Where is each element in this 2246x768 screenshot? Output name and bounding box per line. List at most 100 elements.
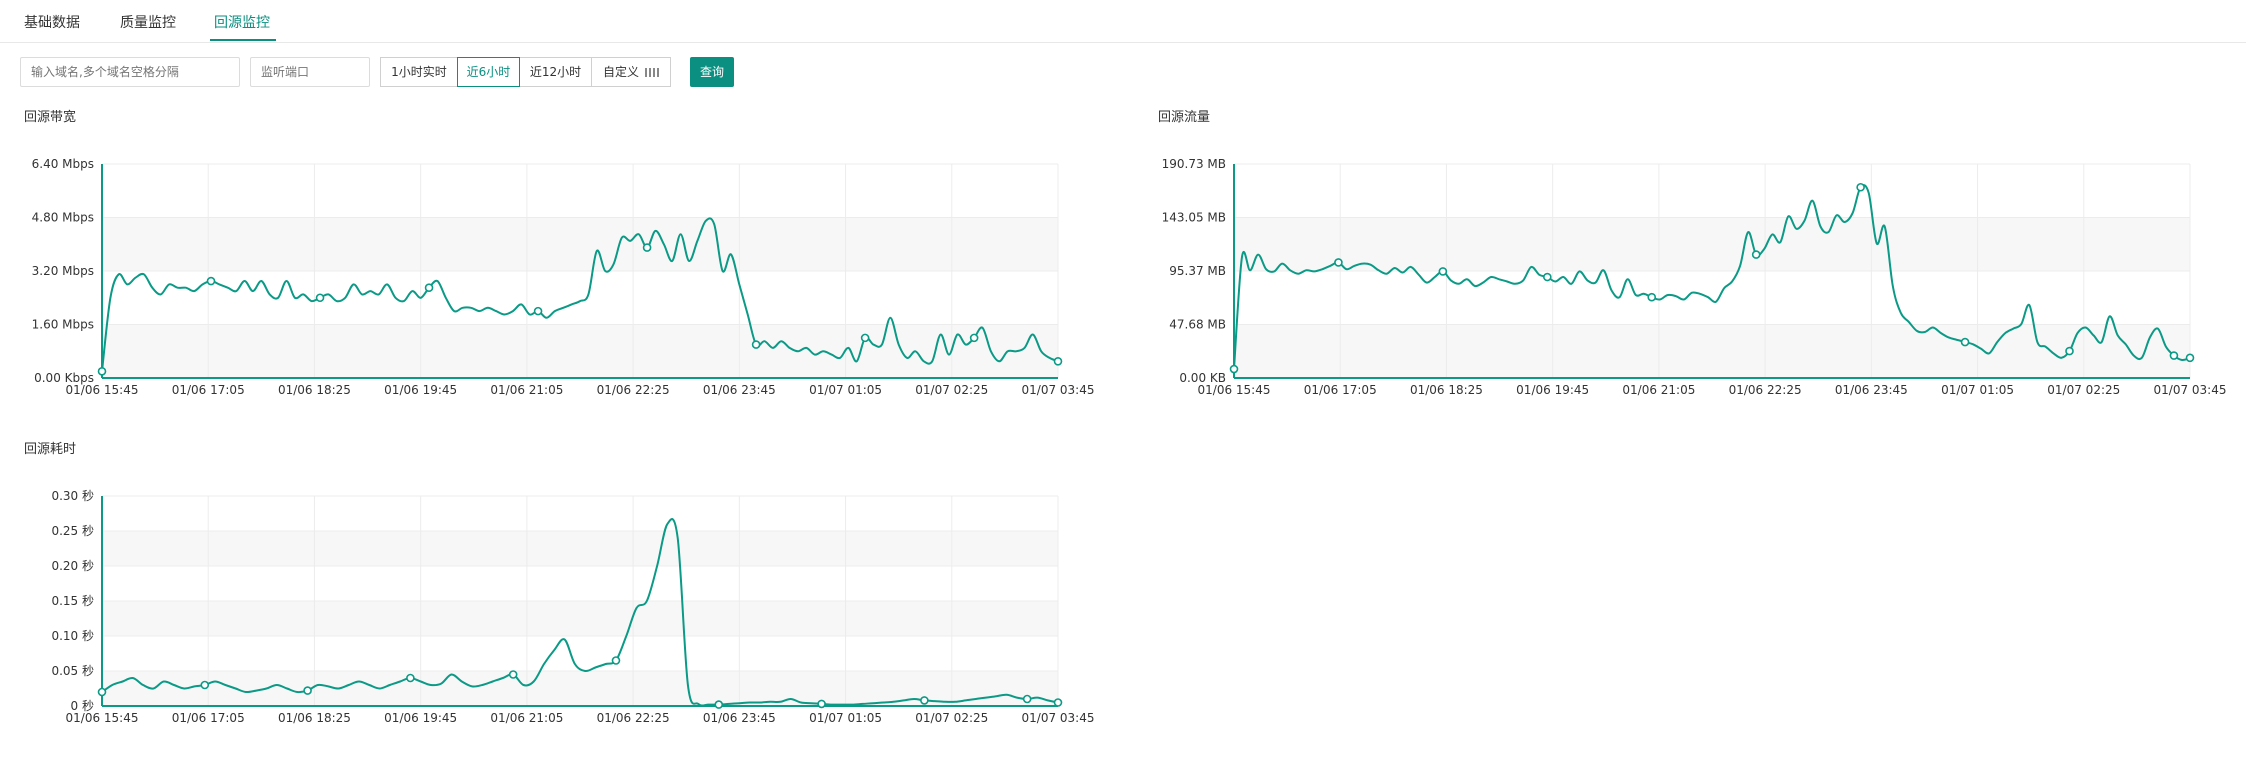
series-line [1233,184,2191,370]
y-tick-label: 0.05 秒 [51,664,94,678]
data-point[interactable] [1022,694,1032,704]
x-tick-label: 01/07 03:45 [2154,383,2227,397]
chart-title-latency: 回源耗时 [24,442,77,457]
data-point[interactable] [1856,182,1865,192]
x-tick-label: 01/06 18:25 [1410,383,1483,397]
data-point[interactable] [611,656,621,665]
grid-band [102,164,1058,218]
x-tick-label: 01/06 21:05 [490,383,563,397]
data-point[interactable] [1751,250,1761,259]
data-point[interactable] [97,367,107,376]
range-12h-button[interactable]: 近12小时 [519,57,592,87]
y-tick-label: 0.20 秒 [51,559,94,573]
y-tick-label: 190.73 MB [1162,157,1226,171]
data-point[interactable] [2065,346,2074,356]
y-tick-label: 143.05 MB [1162,211,1226,225]
data-point[interactable] [817,699,826,709]
data-point[interactable] [1053,698,1063,707]
data-point[interactable] [642,243,652,252]
series-line [101,518,1059,707]
grid-band [1234,271,2190,325]
data-point[interactable] [315,293,325,303]
x-tick-label: 01/06 15:45 [1198,383,1271,397]
range-1h-button[interactable]: 1小时实时 [380,57,458,87]
data-point[interactable] [2169,351,2179,360]
data-point[interactable] [2185,353,2195,363]
data-point[interactable] [97,687,107,697]
data-point[interactable] [920,696,929,705]
tab-bar: 基础数据 质量监控 回源监控 [0,0,2246,43]
data-point[interactable] [1647,292,1657,302]
data-point[interactable] [508,670,518,679]
data-point[interactable] [303,686,312,695]
data-point[interactable] [1229,364,1239,374]
data-point[interactable] [1053,356,1063,366]
x-tick-label: 01/06 19:45 [1516,383,1589,397]
tab-origin-monitor[interactable]: 回源监控 [214,15,270,31]
range-1h-label: 1小时实时 [391,65,447,79]
y-tick-label: 47.68 MB [1169,318,1226,332]
data-point[interactable] [1960,337,1970,347]
data-point[interactable] [533,306,543,316]
range-custom-button[interactable]: 自定义 [591,57,671,87]
data-point[interactable] [406,673,415,683]
y-tick-label: 0.30 秒 [51,489,94,503]
y-tick-label: 4.80 Mbps [32,211,94,225]
port-input[interactable] [250,57,370,87]
bandwidth-chart: 0.00 Kbps 1.60 Mbps 3.20 Mbps 4.80 Mbps 6.40… [32,157,1095,397]
x-tick-label: 01/06 21:05 [1622,383,1695,397]
x-tick-label: 01/06 15:45 [66,711,139,725]
y-tick-label: 95.37 MB [1169,264,1226,278]
tab-basic-data[interactable]: 基础数据 [24,15,80,31]
x-tick-label: 01/06 22:25 [1729,383,1802,397]
chart-title-traffic: 回源流量 [1158,110,1211,125]
x-tick-label: 01/06 19:45 [384,711,457,725]
data-point[interactable] [714,700,724,709]
range-custom-label: 自定义 [602,65,639,79]
y-tick-label: 0.00 KB [1179,371,1226,385]
data-point[interactable] [751,340,761,349]
data-point[interactable] [1334,258,1343,267]
x-tick-label: 01/07 01:05 [1941,383,2014,397]
grid-band [1234,324,2190,378]
domain-search-input[interactable] [20,57,240,87]
x-tick-label: 01/06 23:45 [703,383,776,397]
data-point[interactable] [206,276,216,286]
y-tick-label: 0.25 秒 [51,524,94,538]
x-tick-label: 01/07 02:25 [915,711,988,725]
grid-band [102,671,1058,706]
tab-quality-monitor[interactable]: 质量监控 [120,15,176,31]
grid-band [102,566,1058,601]
x-tick-label: 01/06 22:25 [597,383,670,397]
grid-band [102,601,1058,636]
traffic-chart: 0.00 KB 47.68 MB 95.37 MB 143.05 MB 190.73 M… [1162,157,2227,397]
active-tab-indicator [210,39,276,41]
y-tick-label: 0.15 秒 [51,594,94,608]
query-button[interactable]: 查询 [690,57,734,87]
series-line [101,217,1059,372]
y-tick-label: 0 秒 [71,699,94,713]
y-tick-label: 3.20 Mbps [32,264,94,278]
x-tick-label: 01/06 15:45 [66,383,139,397]
x-tick-label: 01/07 02:25 [2047,383,2120,397]
data-point[interactable] [969,333,979,343]
grid-band [102,531,1058,566]
data-point[interactable] [1438,267,1448,276]
grid-band [102,636,1058,671]
x-tick-label: 01/07 01:05 [809,383,882,397]
grid-band [102,217,1058,271]
data-point[interactable] [424,283,434,293]
range-6h-label: 近6小时 [466,65,511,79]
latency-chart: 0 秒 0.05 秒 0.10 秒 0.15 秒 0.20 秒 0.25 秒 0.30 秒 0… [51,489,1094,725]
data-point[interactable] [200,680,210,690]
x-tick-label: 01/06 22:25 [597,711,670,725]
x-tick-label: 01/06 18:25 [278,383,351,397]
data-point[interactable] [1543,272,1552,282]
x-tick-label: 01/07 03:45 [1022,383,1095,397]
grid-band [102,496,1058,531]
x-tick-label: 01/06 23:45 [1835,383,1908,397]
data-point[interactable] [860,333,870,343]
x-tick-label: 01/07 02:25 [915,383,988,397]
y-tick-label: 0.00 Kbps [34,371,94,385]
range-6h-button[interactable]: 近6小时 [457,57,520,87]
